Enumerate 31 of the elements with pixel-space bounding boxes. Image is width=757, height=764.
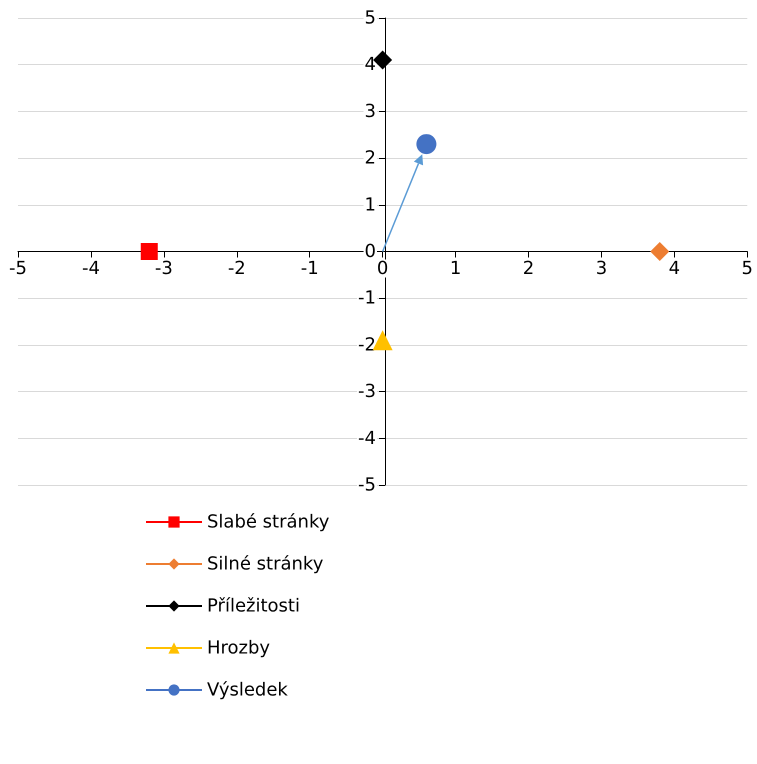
y-tick-label: 2 [364, 148, 376, 169]
x-tick-label: -2 [228, 258, 246, 279]
x-tick-label: 5 [742, 258, 753, 279]
y-tick-label: 5 [364, 8, 376, 28]
y-tick-label: 1 [364, 194, 376, 216]
point [373, 50, 392, 70]
x-tick-label: -1 [300, 258, 319, 279]
point [416, 134, 436, 154]
x-tick-label: 4 [668, 258, 680, 279]
legend-label: Výsledek [207, 680, 288, 700]
y-tick-label: -2 [358, 334, 376, 356]
legend-label: Příležitosti [207, 596, 300, 616]
y-tick-label: -5 [358, 474, 376, 496]
y-tick-label: -1 [358, 288, 376, 309]
x-tick-label: -5 [9, 258, 27, 279]
legend-label: Silné stránky [207, 554, 324, 574]
legend-label: Hrozby [207, 638, 270, 658]
point [372, 330, 393, 350]
x-tick-label: 3 [596, 258, 608, 279]
y-tick-label: 0 [364, 241, 376, 262]
point [140, 243, 158, 260]
x-tick-label: -3 [154, 258, 173, 279]
x-tick-label: 2 [522, 258, 534, 279]
y-tick-label: -4 [358, 428, 376, 449]
y-tick-label: 4 [364, 54, 376, 76]
y-tick-label: -3 [358, 381, 376, 402]
x-tick-label: -4 [82, 258, 100, 279]
point [650, 242, 670, 261]
y-tick-label: 3 [364, 100, 376, 122]
legend-label: Slabé stránky [207, 512, 330, 532]
x-tick-label: 1 [450, 258, 462, 279]
